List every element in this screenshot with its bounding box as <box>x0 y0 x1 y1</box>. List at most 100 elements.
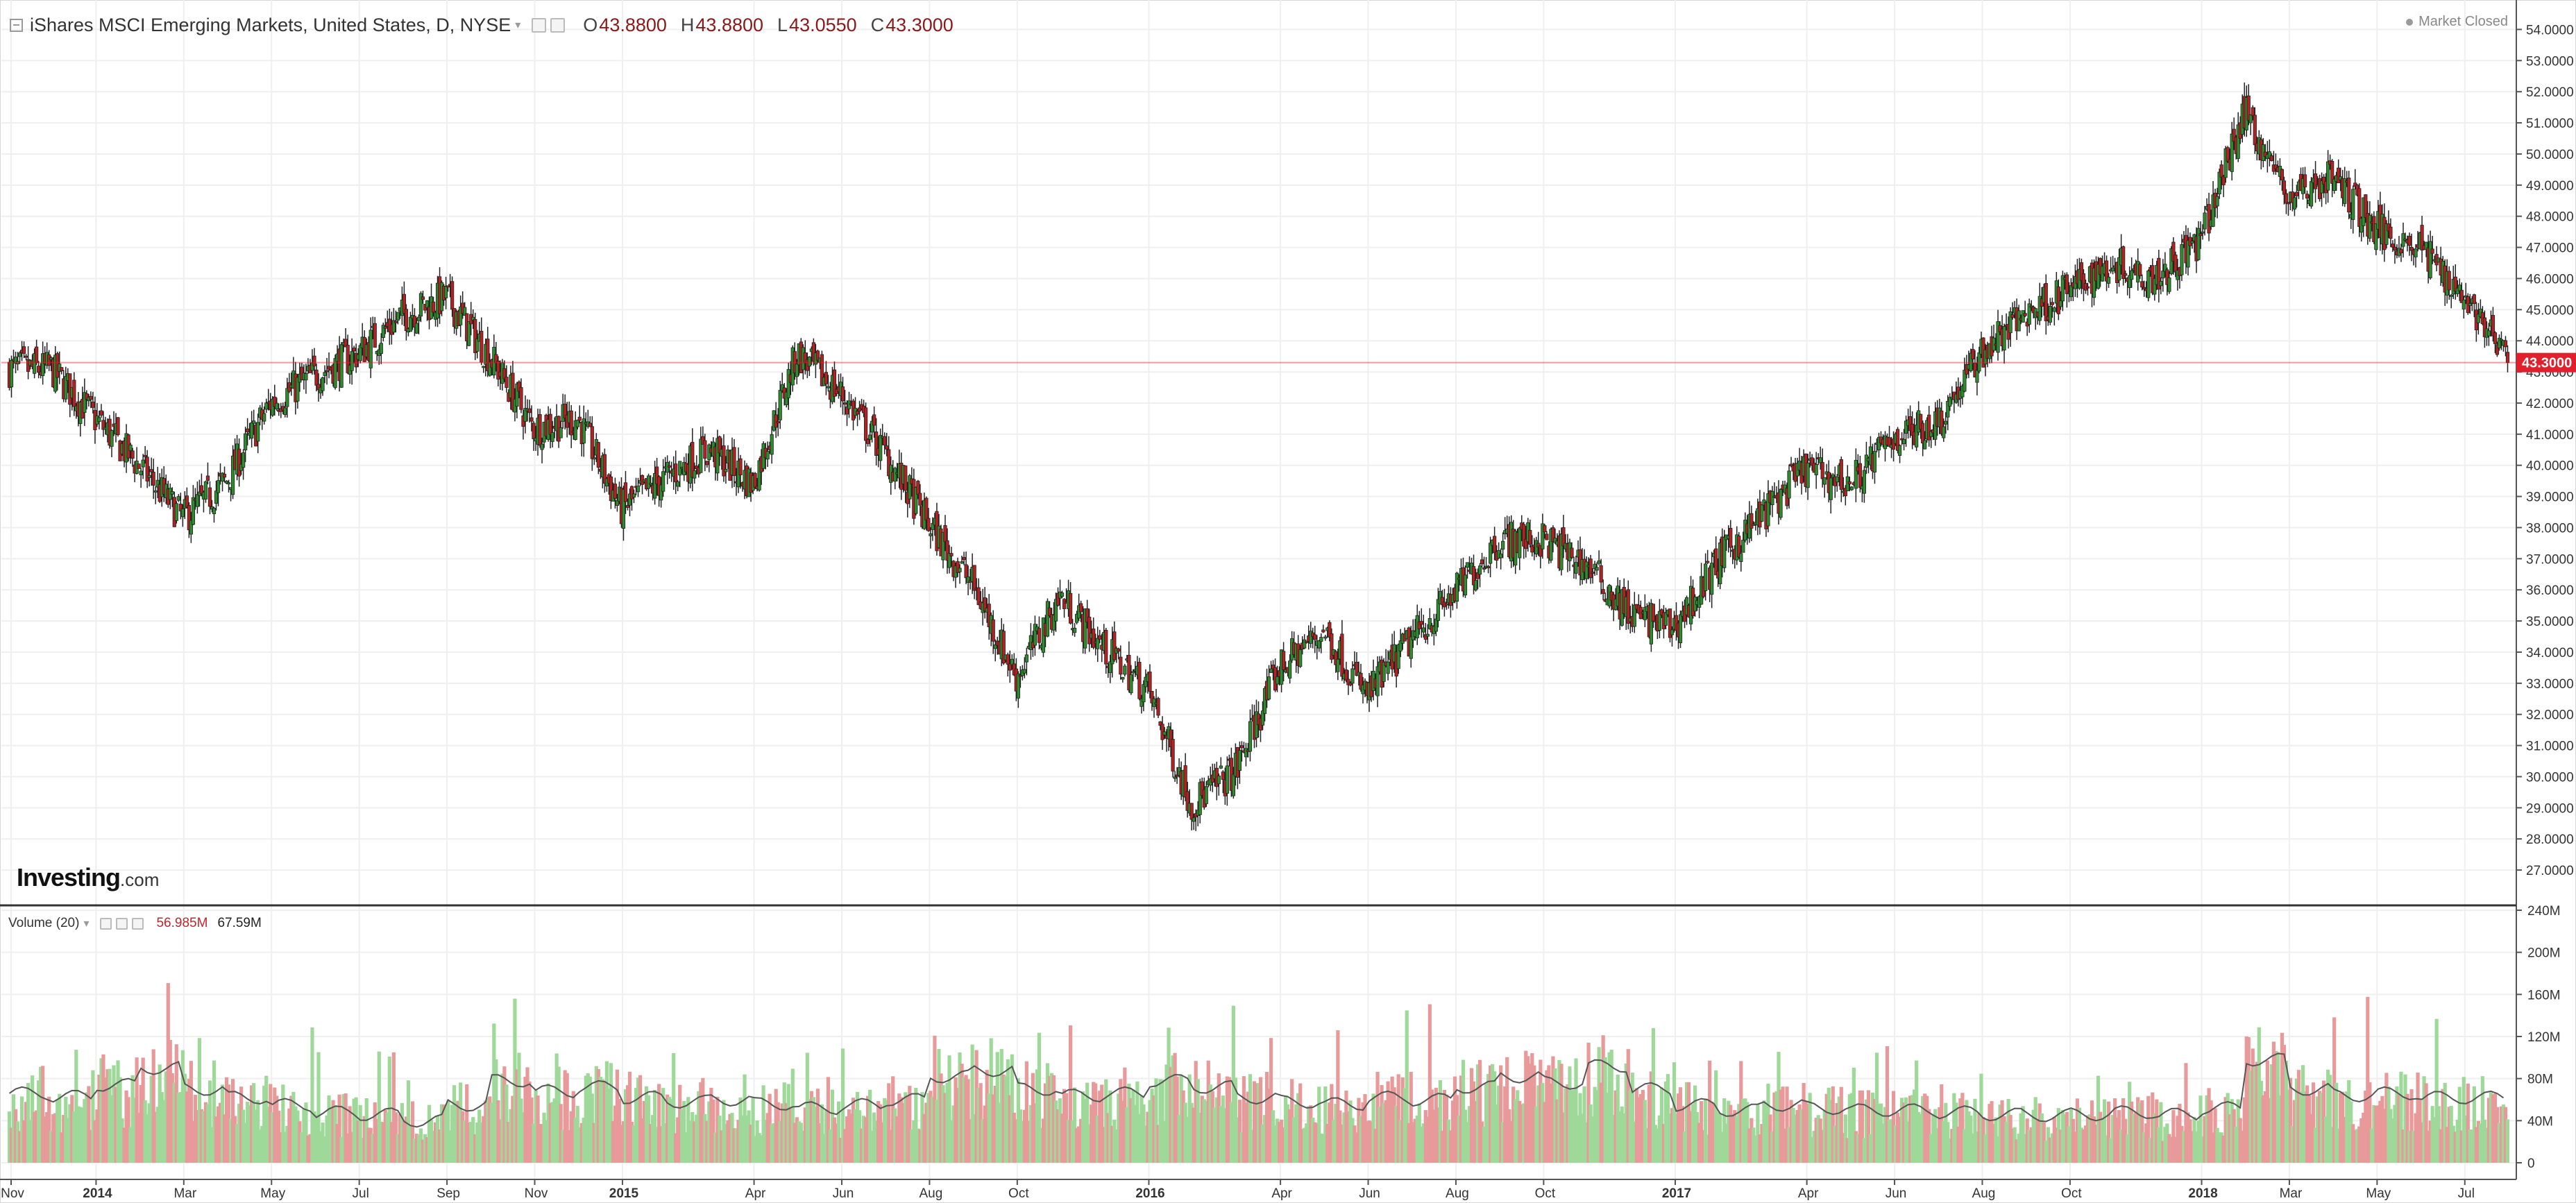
volume-bar <box>260 1125 264 1163</box>
candle-up <box>1595 567 1599 571</box>
candle-up <box>155 479 160 488</box>
candle-up <box>908 475 912 500</box>
volume-bar <box>962 1077 966 1163</box>
volume-bar <box>1275 1118 1280 1163</box>
volume-bar <box>822 1134 827 1163</box>
volume-bar <box>1363 1094 1367 1163</box>
volume-bar <box>1835 1102 1839 1163</box>
volume-bar <box>1503 1086 1507 1163</box>
volume-bar <box>778 1120 782 1163</box>
volume-bar <box>1430 1089 1434 1163</box>
volume-bar <box>1045 1063 1050 1163</box>
candle-down <box>2391 244 2395 248</box>
volume-bar <box>511 1095 515 1163</box>
volume-bar <box>713 1132 718 1163</box>
candle-down <box>2263 151 2267 157</box>
volume-bar <box>1384 1100 1388 1163</box>
volume-bar <box>1167 1027 1171 1163</box>
volume-bar <box>755 1120 759 1163</box>
volume-bar <box>644 1086 649 1163</box>
candle-up <box>1083 608 1087 649</box>
price-axis-label: 27.0000 <box>2526 864 2574 878</box>
volume-bar <box>1543 1102 1547 1163</box>
volume-bar <box>757 1133 761 1163</box>
volume-bar <box>180 1050 185 1163</box>
candle-up <box>1593 563 1597 569</box>
volume-bar <box>80 1107 85 1163</box>
candle-down <box>2305 194 2310 199</box>
candle-down <box>47 354 51 366</box>
candle-down <box>101 420 105 430</box>
candle-down <box>1480 559 1484 565</box>
candle-up <box>2236 124 2240 159</box>
volume-bar <box>532 1123 536 1163</box>
candle-down <box>1346 679 1350 685</box>
volume-bar <box>1340 1124 1344 1163</box>
volume-bar <box>254 1109 258 1163</box>
volume-bar <box>348 1106 352 1163</box>
candle-down <box>2251 107 2255 117</box>
volume-bar <box>1313 1122 1317 1163</box>
candle-down <box>623 482 628 502</box>
volume-bar <box>2178 1104 2182 1163</box>
volume-bar <box>828 1129 833 1163</box>
volume-bar <box>607 1088 611 1163</box>
visibility-icon[interactable] <box>532 17 547 33</box>
volume-bar <box>484 1100 488 1163</box>
volume-bar <box>2374 1105 2378 1163</box>
candle-down <box>1810 457 1814 466</box>
candle-up <box>2368 214 2372 239</box>
volume-bar <box>368 1127 373 1163</box>
volume-bar <box>887 1083 891 1163</box>
chevron-down-icon[interactable]: ▾ <box>515 19 521 31</box>
candle-up <box>1204 786 1208 805</box>
volume-bar <box>70 1095 74 1163</box>
volume-bar <box>2031 1109 2035 1163</box>
volume-bar <box>2505 1119 2510 1163</box>
time-axis[interactable]: Nov 2014 Mar May Jul Sep Nov 2015 Apr Jun Aug Oct 20… <box>0 1179 2516 1201</box>
volume-bar <box>427 1104 432 1163</box>
candle-up <box>699 438 703 473</box>
volume-bar <box>312 1111 316 1163</box>
candle-up <box>2326 161 2330 191</box>
chevron-down-icon[interactable]: ▾ <box>83 918 90 930</box>
volume-bar <box>1700 1101 1704 1163</box>
candle-up <box>947 553 951 568</box>
price-axis[interactable]: 27.000028.000029.000030.000031.000032.00… <box>2516 0 2574 1179</box>
volume-bar <box>133 1098 137 1163</box>
volume-bar <box>745 1115 749 1163</box>
volume-bar <box>1309 1105 1313 1163</box>
volume-bar <box>1837 1096 1841 1163</box>
candle-up <box>1139 698 1144 707</box>
candle-down <box>354 352 358 368</box>
candle-down <box>1321 629 1325 633</box>
volume-bar <box>1891 1091 1896 1163</box>
volume-bar <box>216 1106 221 1163</box>
volume-axis-label: 120M <box>2527 1030 2561 1045</box>
volume-bar <box>287 1108 291 1163</box>
volume-bar <box>145 1114 149 1163</box>
collapse-icon[interactable] <box>10 18 23 32</box>
volume-bar <box>1125 1107 1129 1163</box>
candle-up <box>1806 462 1810 488</box>
volume-bar <box>1200 1095 1204 1163</box>
price-axis-label: 32.0000 <box>2526 708 2574 723</box>
candle-up <box>826 386 831 389</box>
settings-icon[interactable] <box>550 17 566 33</box>
candle-up <box>1262 688 1267 714</box>
candle-down <box>1340 633 1344 677</box>
volume-bar <box>1927 1109 1931 1163</box>
candle-down <box>1112 631 1117 660</box>
volume-bar <box>638 1075 643 1163</box>
price-axis-label: 46.0000 <box>2526 272 2574 287</box>
settings-icon[interactable] <box>116 917 128 930</box>
candle-up <box>153 490 158 493</box>
close-icon[interactable] <box>132 917 144 930</box>
candle-down <box>732 447 736 476</box>
price-axis-label: 39.0000 <box>2526 490 2574 505</box>
volume-bar <box>2420 1122 2424 1163</box>
volume-bar <box>2194 1131 2198 1163</box>
visibility-icon[interactable] <box>100 917 112 930</box>
